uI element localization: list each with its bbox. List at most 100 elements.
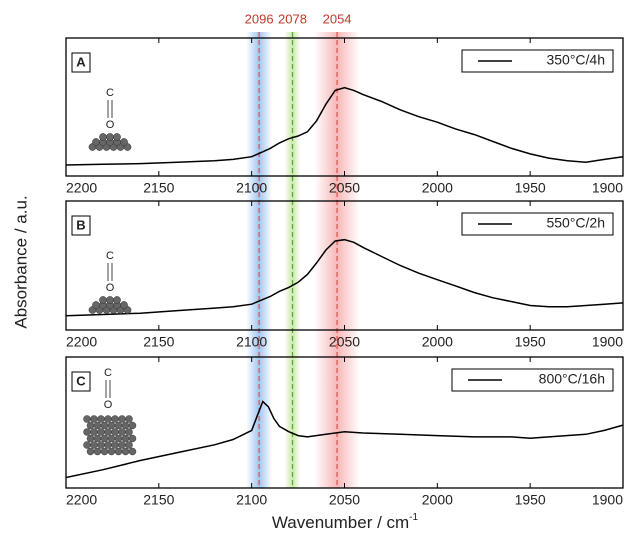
surface-atom <box>83 415 91 423</box>
x-tick-label: 2200 <box>66 334 97 350</box>
legend-box <box>461 49 614 73</box>
surface-atom <box>120 138 128 146</box>
x-tick-label: 2050 <box>329 334 360 350</box>
x-tick-label: 2100 <box>236 180 267 196</box>
surface-atom <box>125 428 133 436</box>
x-tick-label: 1950 <box>515 180 546 196</box>
surface-atom <box>107 421 116 430</box>
surface-atom <box>86 421 95 430</box>
surface-atom <box>97 415 105 423</box>
surface-atom <box>111 441 119 449</box>
surface-atom <box>125 441 133 449</box>
marker-label: 2096 <box>245 11 274 26</box>
surface-atom <box>92 301 100 309</box>
surface-atom <box>114 434 123 443</box>
x-tick-label: 2050 <box>329 180 360 196</box>
legend-label: 350°C/4h <box>546 52 605 68</box>
panel-label: B <box>76 217 85 232</box>
x-tick-label: 2150 <box>143 334 174 350</box>
x-tick-label: 2150 <box>143 180 174 196</box>
molecule-atom: O <box>106 119 115 131</box>
spectrum-line <box>65 400 624 479</box>
x-axis-label-superscript: -1 <box>409 512 418 523</box>
surface-atom <box>106 296 114 304</box>
surface-atom <box>125 415 133 423</box>
surface-atom <box>128 447 137 456</box>
molecule-atom: C <box>106 250 114 262</box>
surface-atom <box>86 434 95 443</box>
surface-atom <box>104 441 112 449</box>
panel-label-box <box>71 371 91 392</box>
x-tick-label: 2200 <box>66 180 97 196</box>
surface-atom <box>118 428 126 436</box>
surface-atom <box>100 434 109 443</box>
x-tick-label: 1900 <box>592 492 623 508</box>
panel-label-box <box>71 52 91 73</box>
x-tick-label: 1900 <box>592 180 623 196</box>
surface-atom <box>113 133 121 141</box>
surface-atom <box>121 434 130 443</box>
surface-atom <box>113 296 121 304</box>
surface-atom <box>93 447 102 456</box>
surface-atom <box>107 434 116 443</box>
panel-label: A <box>76 54 86 69</box>
surface-atom <box>100 421 109 430</box>
surface-atom <box>99 296 107 304</box>
x-tick-label: 2100 <box>236 334 267 350</box>
surface-atom <box>121 421 130 430</box>
surface-atom <box>83 441 91 449</box>
surface-atom <box>111 428 119 436</box>
legend-box <box>451 368 614 392</box>
legend-box <box>461 212 614 236</box>
surface-atom <box>120 301 128 309</box>
surface-atom <box>90 415 98 423</box>
molecule-atom: O <box>106 282 115 294</box>
x-tick-label: 2100 <box>236 492 267 508</box>
surface-atom <box>97 441 105 449</box>
molecule-atom: C <box>106 87 114 99</box>
spectrum-line <box>65 238 624 317</box>
x-axis-label: Wavenumber / cm-1 <box>272 512 419 533</box>
surface-atom <box>83 428 91 436</box>
molecule-atom: O <box>104 399 113 411</box>
x-tick-label: 2200 <box>66 492 97 508</box>
surface-atom <box>128 434 137 443</box>
marker-label: 2054 <box>323 11 352 26</box>
surface-atom <box>100 447 109 456</box>
panel-label-box <box>71 215 91 236</box>
surface-atom <box>111 415 119 423</box>
bands <box>246 32 361 488</box>
x-tick-label: 1950 <box>515 492 546 508</box>
y-axis-label: Absorbance / a.u. <box>11 195 30 328</box>
legend-label: 550°C/2h <box>546 215 605 231</box>
x-tick-label: 1900 <box>592 334 623 350</box>
surface-atom <box>93 434 102 443</box>
surface-atom <box>90 441 98 449</box>
surface-atom <box>114 421 123 430</box>
molecule-atom: C <box>104 367 112 379</box>
x-tick-label: 2050 <box>329 492 360 508</box>
x-tick-label: 2000 <box>422 492 453 508</box>
surface-atom <box>114 447 123 456</box>
surface-atom <box>92 138 100 146</box>
surface-atom <box>121 447 130 456</box>
panel-label: C <box>76 373 86 388</box>
surface-atom <box>86 447 95 456</box>
spectrum-line <box>65 86 624 166</box>
surface-atom <box>93 421 102 430</box>
surface-atom <box>106 133 114 141</box>
surface-atom <box>104 415 112 423</box>
surface-atom <box>118 441 126 449</box>
surface-atom <box>90 428 98 436</box>
x-axis-label-text: Wavenumber / cm <box>272 513 409 532</box>
surface-atom <box>128 421 137 430</box>
surface-atom <box>107 447 116 456</box>
surface-atom <box>118 415 126 423</box>
surface-atom <box>97 428 105 436</box>
surface-atom <box>99 133 107 141</box>
x-tick-label: 2150 <box>143 492 174 508</box>
x-tick-label: 1950 <box>515 334 546 350</box>
x-tick-label: 2000 <box>422 334 453 350</box>
legend-label: 800°C/16h <box>539 371 605 387</box>
